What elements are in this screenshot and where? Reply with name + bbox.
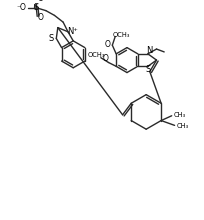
Text: S: S (145, 65, 150, 74)
Text: S: S (33, 3, 39, 12)
Text: CH₃: CH₃ (175, 123, 187, 129)
Text: N: N (145, 46, 151, 55)
Text: S: S (49, 34, 54, 43)
Text: CH₃: CH₃ (172, 112, 185, 118)
Text: O: O (37, 13, 43, 22)
Text: O: O (37, 0, 43, 3)
Text: O: O (104, 40, 110, 49)
Text: N⁺: N⁺ (67, 27, 78, 36)
Text: OCH₃: OCH₃ (112, 32, 129, 38)
Text: ⁻O: ⁻O (17, 3, 27, 12)
Text: O: O (102, 54, 108, 63)
Text: OCH₃: OCH₃ (87, 52, 104, 58)
